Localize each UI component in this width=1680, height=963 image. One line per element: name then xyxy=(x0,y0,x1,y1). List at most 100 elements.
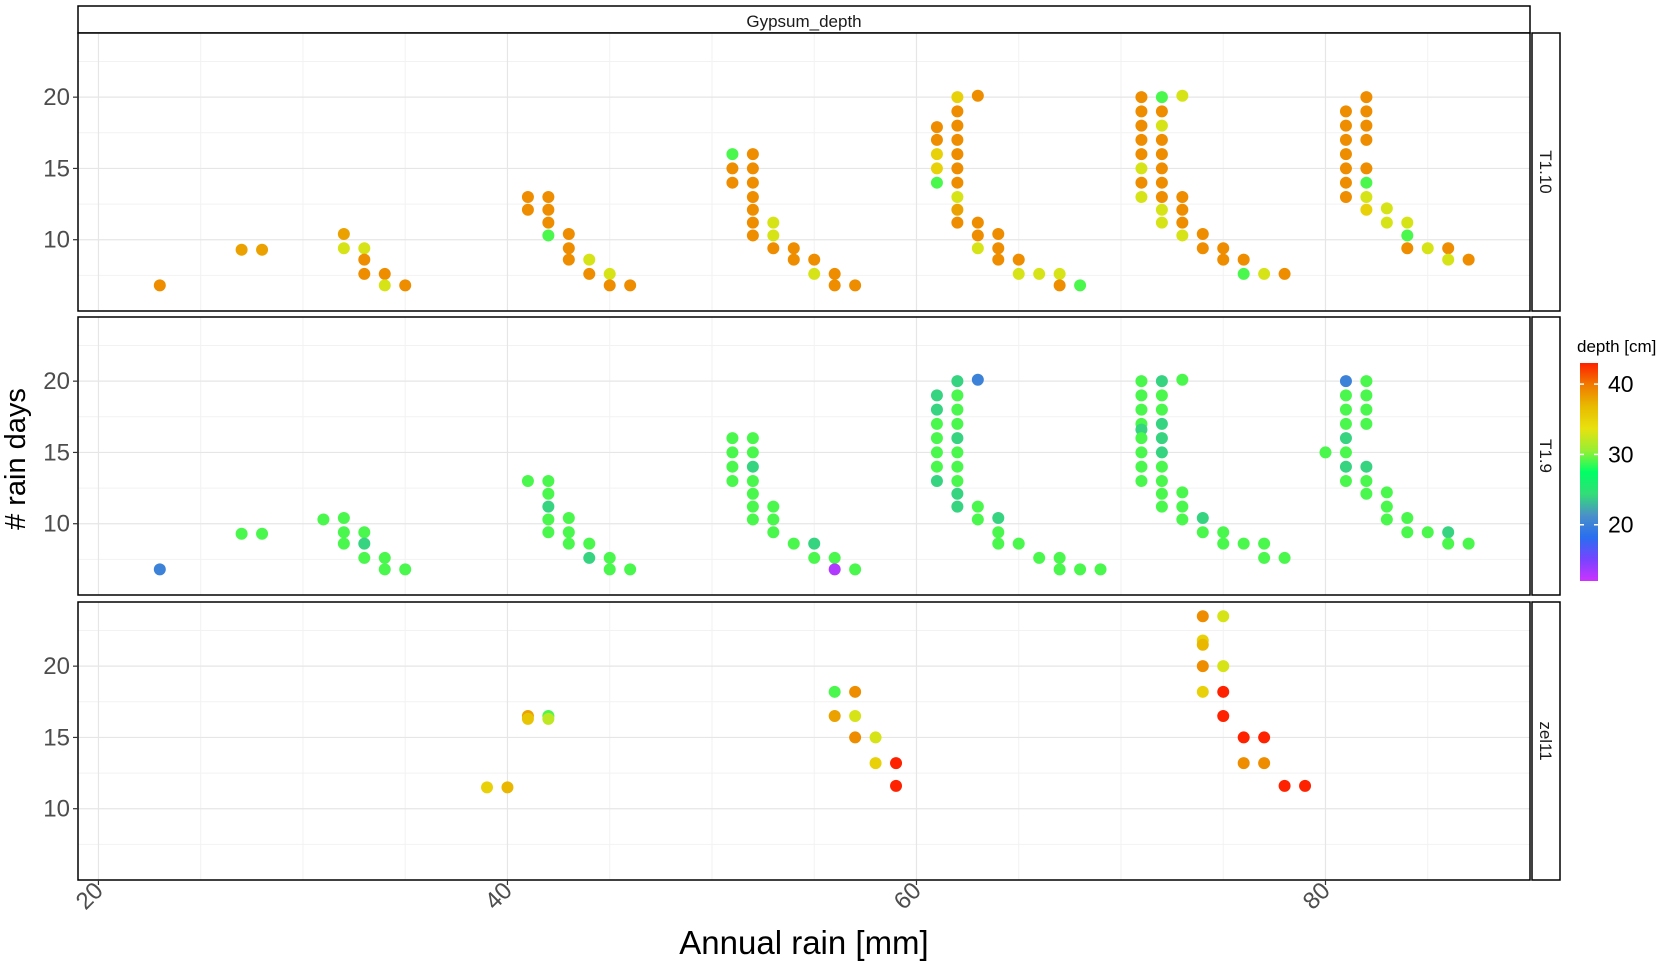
data-point xyxy=(1360,403,1373,416)
data-point xyxy=(849,279,862,292)
data-point xyxy=(1135,119,1148,132)
data-point xyxy=(1196,512,1209,525)
data-point xyxy=(951,389,964,402)
data-point xyxy=(746,513,759,526)
data-point xyxy=(1217,610,1230,623)
data-point xyxy=(828,685,841,698)
data-point xyxy=(767,216,780,229)
data-point xyxy=(1135,474,1148,487)
data-point xyxy=(1339,417,1352,430)
data-point xyxy=(930,176,943,189)
data-point xyxy=(1176,486,1189,499)
data-point xyxy=(562,228,575,241)
data-point xyxy=(1421,526,1434,539)
data-point xyxy=(1155,474,1168,487)
data-point xyxy=(992,228,1005,241)
data-point xyxy=(583,537,596,550)
data-point xyxy=(930,460,943,473)
data-point xyxy=(746,148,759,161)
y-tick-label: 15 xyxy=(43,439,70,466)
data-point xyxy=(951,403,964,416)
data-point xyxy=(1176,229,1189,242)
data-point xyxy=(951,474,964,487)
data-point xyxy=(1339,375,1352,388)
data-point xyxy=(1155,375,1168,388)
data-point xyxy=(930,474,943,487)
data-point xyxy=(1135,105,1148,118)
data-point xyxy=(256,243,269,256)
panel-zel11: 10 15 20 zel11 xyxy=(43,601,1561,881)
data-point xyxy=(1258,731,1271,744)
data-point xyxy=(1237,537,1250,550)
data-point xyxy=(1135,176,1148,189)
data-point xyxy=(256,527,269,540)
data-point xyxy=(1074,563,1087,576)
data-point xyxy=(1339,133,1352,146)
data-point xyxy=(1155,417,1168,430)
data-point xyxy=(1339,403,1352,416)
data-point xyxy=(951,375,964,388)
data-point xyxy=(337,526,350,539)
data-point xyxy=(1033,551,1046,564)
data-point xyxy=(1196,242,1209,255)
data-point xyxy=(828,710,841,723)
y-tick-label: 10 xyxy=(43,511,70,538)
data-point xyxy=(358,253,371,266)
data-point xyxy=(1074,279,1087,292)
data-point xyxy=(971,373,984,386)
data-point xyxy=(726,474,739,487)
data-point xyxy=(951,487,964,500)
panel-border xyxy=(77,316,1531,596)
data-point xyxy=(542,712,555,725)
data-point xyxy=(1462,253,1475,266)
data-point xyxy=(1155,460,1168,473)
y-tick-label: 20 xyxy=(43,368,70,395)
data-point xyxy=(1196,228,1209,241)
data-point xyxy=(1217,685,1230,698)
data-point xyxy=(951,417,964,430)
facet-label: zel11 xyxy=(1536,721,1555,760)
data-point xyxy=(787,253,800,266)
data-point xyxy=(1442,526,1455,539)
y-tick-label: 20 xyxy=(43,84,70,111)
data-point xyxy=(1176,216,1189,229)
data-point xyxy=(1217,710,1230,723)
data-point xyxy=(849,710,862,723)
data-point xyxy=(869,757,882,770)
data-point xyxy=(603,563,616,576)
data-point xyxy=(746,432,759,445)
data-point xyxy=(1217,526,1230,539)
data-point xyxy=(992,253,1005,266)
data-point xyxy=(1339,119,1352,132)
data-point xyxy=(542,500,555,513)
data-point xyxy=(992,512,1005,525)
data-point xyxy=(1360,203,1373,216)
data-point xyxy=(992,242,1005,255)
data-point xyxy=(1237,731,1250,744)
data-point xyxy=(235,243,248,256)
data-point xyxy=(1360,474,1373,487)
data-point xyxy=(1176,190,1189,203)
data-point xyxy=(1360,417,1373,430)
data-point xyxy=(992,537,1005,550)
data-point xyxy=(726,460,739,473)
data-point xyxy=(1258,537,1271,550)
data-point xyxy=(951,162,964,175)
data-point xyxy=(767,513,780,526)
panel-background xyxy=(78,317,1530,595)
data-point xyxy=(1012,253,1025,266)
data-point xyxy=(1196,610,1209,623)
data-point xyxy=(1360,133,1373,146)
data-point xyxy=(1278,267,1291,280)
data-point xyxy=(726,162,739,175)
data-point xyxy=(930,403,943,416)
data-point xyxy=(1380,202,1393,215)
data-point xyxy=(951,446,964,459)
data-point xyxy=(951,105,964,118)
data-point xyxy=(787,537,800,550)
data-point xyxy=(951,460,964,473)
data-point xyxy=(930,389,943,402)
color-legend: depth [cm] 20 30 40 xyxy=(1577,337,1656,581)
data-point xyxy=(153,279,166,292)
